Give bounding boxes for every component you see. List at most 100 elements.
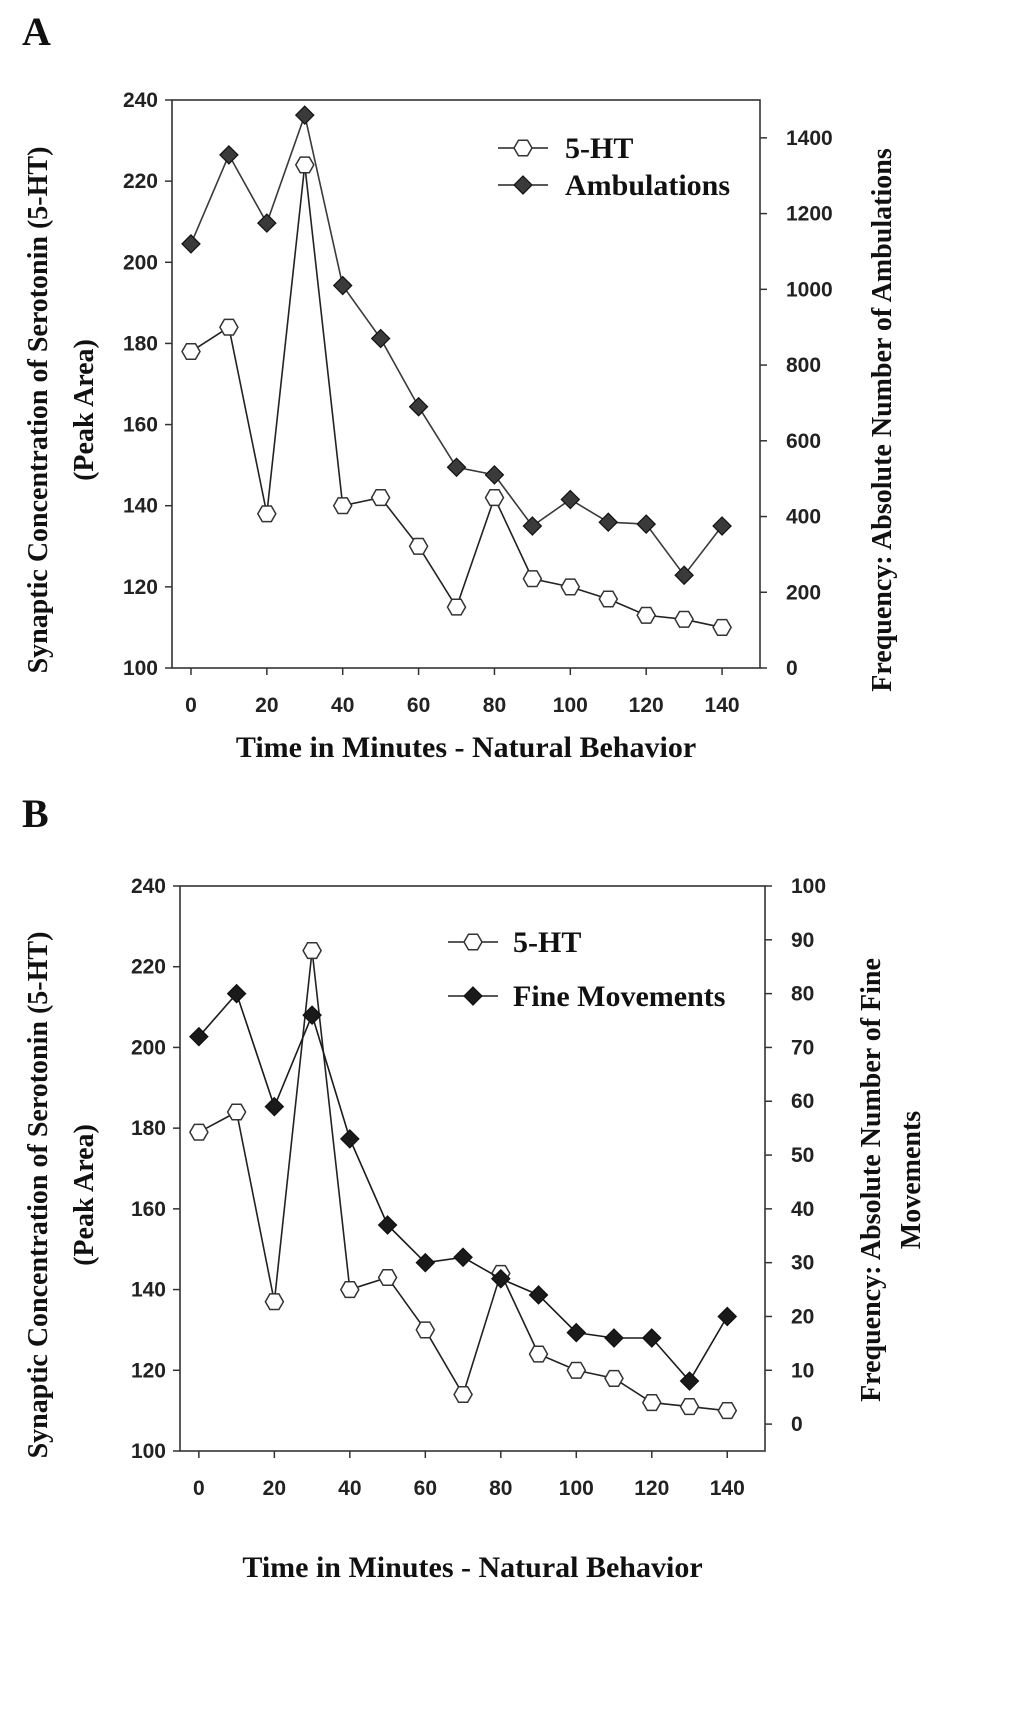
data-point-5ht (446, 598, 467, 616)
data-point-frequency (189, 1026, 209, 1047)
x-tick-label: 120 (629, 694, 664, 717)
data-point-5ht (598, 590, 619, 608)
x-tick-label: 120 (634, 1477, 669, 1500)
y-tick-label: 180 (123, 332, 158, 355)
data-point-5ht (189, 1123, 209, 1141)
y2-tick-label: 600 (786, 430, 821, 453)
data-point-5ht (181, 342, 201, 361)
y-tick-label: 100 (131, 1440, 166, 1463)
x-tick-label: 20 (255, 694, 278, 717)
x-tick-label: 100 (559, 1477, 594, 1500)
data-point-frequency (377, 1215, 398, 1235)
data-point-5ht (256, 505, 277, 523)
data-point-5ht (415, 1321, 436, 1339)
data-point-frequency (604, 1328, 624, 1348)
series-line-frequency (198, 992, 728, 1383)
data-point-frequency (560, 489, 581, 510)
legend-label: 5-HT (513, 926, 581, 959)
data-point-5ht (339, 1281, 360, 1299)
data-point-frequency (219, 145, 239, 165)
y2-tick-label: 90 (791, 929, 814, 952)
chart-panel-a: A100120140160180200220240020040060080010… (22, 9, 898, 764)
data-point-5ht (408, 537, 429, 555)
data-point-frequency (446, 457, 467, 478)
x-tick-label: 40 (331, 694, 354, 717)
y2-tick-label: 0 (786, 657, 798, 680)
data-point-frequency (598, 512, 619, 533)
y2-tick-label: 100 (791, 875, 826, 898)
x-tick-label: 60 (407, 694, 430, 717)
y2-tick-label: 0 (791, 1413, 803, 1436)
legend-label: Ambulations (565, 169, 730, 202)
y2-tick-label: 200 (786, 581, 821, 604)
data-point-5ht (717, 1402, 738, 1420)
chart-panel-b: B100120140160180200220240010203040506070… (22, 791, 927, 1584)
y2-tick-label: 50 (791, 1144, 814, 1167)
data-point-5ht (370, 489, 391, 507)
data-point-frequency (294, 105, 315, 125)
y2-tick-label: 60 (791, 1090, 814, 1113)
x-tick-label: 140 (710, 1477, 745, 1500)
y2-tick-label: 40 (791, 1198, 814, 1221)
plot-frame (179, 885, 766, 1452)
y-tick-label: 200 (123, 251, 158, 274)
data-point-frequency (332, 275, 353, 296)
legend-marker-5ht (463, 933, 483, 951)
data-point-frequency (712, 516, 732, 536)
data-point-frequency (339, 1129, 360, 1149)
data-point-5ht (604, 1369, 624, 1387)
data-point-frequency (264, 1096, 285, 1117)
panel-letter: B (22, 791, 49, 836)
data-point-5ht (377, 1268, 398, 1287)
data-point-frequency (415, 1252, 436, 1273)
data-point-frequency (453, 1247, 473, 1268)
data-point-frequency (636, 514, 657, 534)
data-point-5ht (522, 570, 543, 588)
data-point-frequency (522, 516, 543, 536)
y-tick-label: 160 (123, 414, 158, 437)
data-point-5ht (712, 618, 732, 636)
y-axis-title-left: Synaptic Concentration of Serotonin (5-H… (23, 147, 54, 674)
plot-frame (171, 99, 761, 669)
x-tick-label: 40 (338, 1477, 361, 1500)
panel-letter: A (22, 9, 51, 54)
y-tick-label: 240 (131, 875, 166, 898)
y2-tick-label: 20 (791, 1305, 814, 1328)
series-line-5ht (190, 164, 723, 629)
x-axis-title: Time in Minutes - Natural Behavior (236, 731, 696, 764)
legend-marker-frequency (463, 986, 483, 1006)
data-point-frequency (674, 565, 694, 586)
data-point-frequency (490, 1268, 511, 1289)
data-point-5ht (484, 489, 505, 507)
legend-marker-5ht (513, 139, 533, 157)
x-tick-label: 0 (185, 694, 197, 717)
y-tick-label: 140 (131, 1279, 166, 1302)
data-point-5ht (560, 578, 581, 596)
x-tick-label: 0 (193, 1477, 205, 1500)
y-tick-label: 240 (123, 89, 158, 112)
data-point-frequency (226, 983, 247, 1004)
y2-tick-label: 400 (786, 506, 821, 529)
data-point-frequency (181, 234, 201, 254)
data-point-5ht (636, 606, 657, 624)
x-tick-label: 140 (705, 694, 740, 717)
data-point-frequency (302, 1005, 322, 1025)
data-point-frequency (679, 1371, 700, 1391)
y-axis-title-right: Frequency: Absolute Number of Ambulation… (867, 148, 898, 692)
data-point-5ht (294, 156, 315, 174)
y-tick-label: 200 (131, 1036, 166, 1059)
y-tick-label: 120 (123, 576, 158, 599)
y2-tick-label: 1200 (786, 203, 833, 226)
y-axis-title-left: (Peak Area) (69, 1124, 100, 1266)
data-point-frequency (408, 396, 429, 417)
data-point-5ht (641, 1394, 662, 1412)
data-point-5ht (679, 1398, 700, 1416)
x-tick-label: 60 (414, 1477, 437, 1500)
data-point-frequency (370, 328, 391, 349)
y2-tick-label: 10 (791, 1359, 814, 1382)
y-axis-title-left: (Peak Area) (69, 339, 100, 481)
data-point-5ht (332, 497, 353, 515)
y2-tick-label: 1000 (786, 278, 833, 301)
y2-tick-label: 1400 (786, 127, 833, 150)
